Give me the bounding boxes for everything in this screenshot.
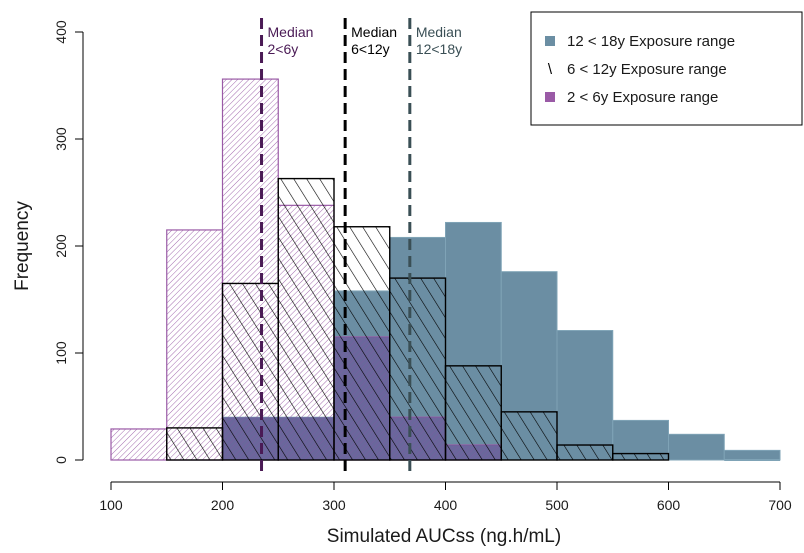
bar-12-18y-500	[556, 330, 614, 461]
bar-6-12y-400	[444, 365, 502, 461]
bar-12-18y-600	[668, 433, 725, 461]
bar-6-12y-350	[389, 277, 447, 461]
median-group-2: 12<18y	[416, 41, 462, 57]
bar-12-18y-650	[723, 449, 781, 461]
legend: 12 < 18y Exposure range \ 6 < 12y Exposure…	[530, 11, 803, 126]
median-label-2: Median	[416, 24, 462, 40]
median-group-0: 2<6y	[268, 41, 299, 57]
bar-6-12y-150	[166, 427, 224, 461]
legend-swatch-0	[545, 36, 555, 46]
bar-6-12y-550	[612, 452, 670, 461]
legend-symbol-1: \	[548, 61, 553, 78]
x-tick-label-500: 500	[545, 497, 569, 513]
y-tick-label-300: 300	[53, 127, 69, 151]
legend-label-1: 6 < 12y Exposure range	[567, 61, 727, 78]
legend-box	[530, 11, 803, 126]
axes-layer: 100 200 300 400 500 600 700 0 100 200 300 400	[53, 20, 792, 513]
x-tick-label-700: 700	[768, 497, 792, 513]
bar-6-12y-500	[556, 444, 614, 461]
x-axis-label: Simulated AUCss (ng.h/mL)	[327, 526, 561, 547]
legend-label-0: 12 < 18y Exposure range	[567, 33, 735, 50]
x-tick-label-100: 100	[99, 497, 123, 513]
y-tick-label-200: 200	[53, 234, 69, 258]
bar-6-12y-250	[277, 177, 335, 461]
x-tick-label-400: 400	[434, 497, 458, 513]
y-tick-label-400: 400	[53, 20, 69, 44]
median-group-1: 6<12y	[351, 41, 390, 57]
bar-2-6y-100	[110, 428, 168, 461]
x-tick-label-300: 300	[322, 497, 346, 513]
median-label-1: Median	[351, 24, 397, 40]
bar-2-6y-150	[166, 229, 224, 461]
x-tick-label-600: 600	[657, 497, 681, 513]
y-tick-label-100: 100	[53, 341, 69, 365]
bar-6-12y-200	[221, 282, 279, 461]
bars-layer	[110, 78, 781, 461]
legend-label-2: 2 < 6y Exposure range	[567, 89, 718, 106]
x-tick-label-200: 200	[211, 497, 235, 513]
median-label-0: Median	[268, 24, 314, 40]
y-tick-label-0: 0	[53, 456, 69, 464]
bar-6-12y-300	[333, 226, 391, 461]
bar-6-12y-450	[500, 411, 558, 461]
y-axis-label: Frequency	[12, 201, 33, 291]
legend-swatch-2	[545, 92, 555, 102]
